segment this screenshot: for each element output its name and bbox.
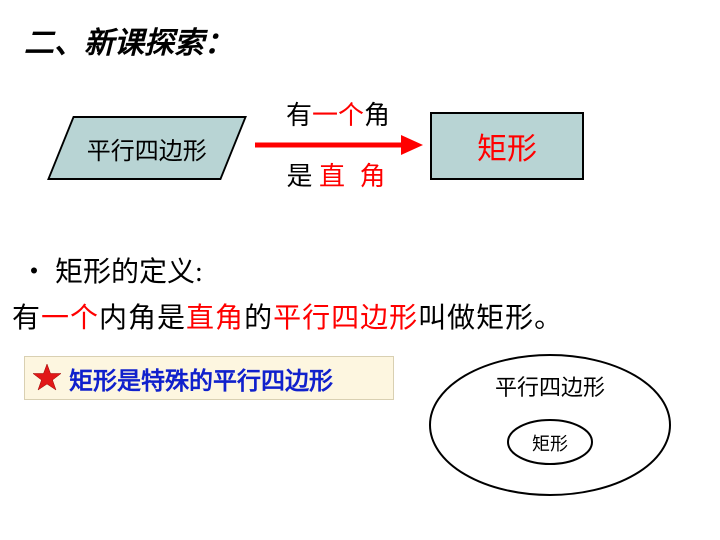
banner-text: 矩形是特殊的平行四边形 — [69, 361, 333, 396]
arrow-bottom-red: 直 角 — [319, 162, 390, 191]
definition-body: 有一个内角是直角的平行四边形叫做矩形。 — [12, 296, 563, 336]
venn-diagram: 平行四边形 矩形 — [420, 340, 680, 500]
def-p3: 内角是 — [99, 303, 186, 334]
arrow-top-red: 一个 — [312, 101, 364, 130]
arrow-bottom-text: 是 直 角 — [248, 161, 428, 192]
def-p4: 直角 — [186, 303, 244, 334]
star-icon — [31, 362, 63, 394]
arrow-group: 有一个角 是 直 角 — [248, 100, 428, 192]
def-p2: 一个 — [41, 303, 99, 334]
def-p1: 有 — [12, 303, 41, 334]
venn-inner-label: 矩形 — [532, 434, 568, 454]
def-p5: 的 — [244, 303, 273, 334]
def-p7: 叫做矩形。 — [418, 303, 563, 334]
parallelogram-shape: 平行四边形 — [47, 116, 247, 180]
parallelogram-label: 平行四边形 — [87, 131, 207, 166]
arrow-top-suffix: 角 — [364, 101, 390, 130]
arrow-icon — [253, 133, 423, 157]
definition-title: ・ 矩形的定义: — [20, 250, 203, 290]
rectangle-shape: 矩形 — [430, 112, 584, 180]
highlight-banner: 矩形是特殊的平行四边形 — [24, 356, 394, 400]
section-heading: 二、新课探索： — [24, 18, 234, 62]
arrow-bottom-prefix: 是 — [286, 162, 319, 191]
arrow-top-text: 有一个角 — [248, 100, 428, 131]
arrow-top-prefix: 有 — [286, 101, 312, 130]
venn-outer-label: 平行四边形 — [495, 375, 605, 400]
rectangle-label: 矩形 — [477, 124, 537, 168]
def-p6: 平行四边形 — [273, 303, 418, 334]
